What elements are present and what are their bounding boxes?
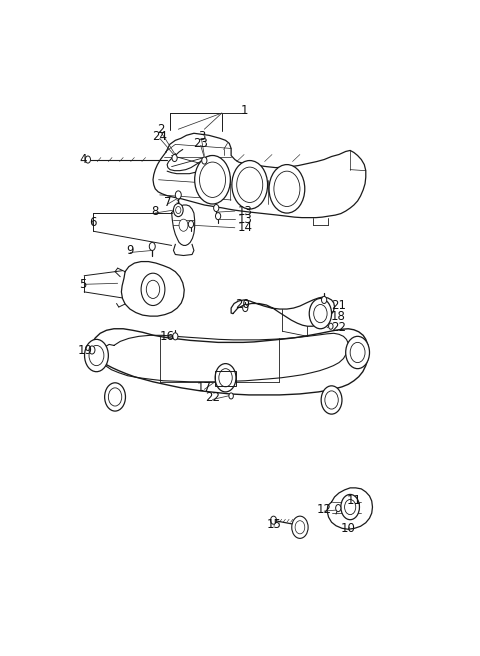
Circle shape (350, 342, 365, 363)
Text: 20: 20 (235, 298, 250, 311)
Circle shape (336, 504, 341, 512)
Text: 8: 8 (151, 205, 158, 218)
Text: 10: 10 (341, 522, 356, 535)
Circle shape (195, 155, 230, 204)
Text: 12: 12 (317, 503, 332, 516)
Text: 9: 9 (126, 244, 134, 257)
Text: 4: 4 (79, 153, 87, 166)
Circle shape (243, 304, 248, 312)
Circle shape (179, 219, 188, 232)
Circle shape (232, 161, 267, 209)
Circle shape (85, 156, 91, 163)
Text: 15: 15 (266, 518, 281, 531)
Circle shape (269, 165, 305, 213)
Text: 22: 22 (331, 321, 346, 335)
Circle shape (237, 167, 263, 203)
Circle shape (175, 191, 181, 199)
Circle shape (89, 346, 95, 354)
Circle shape (214, 205, 219, 212)
Circle shape (176, 207, 181, 214)
Circle shape (200, 162, 226, 197)
Circle shape (325, 391, 338, 409)
Text: 24: 24 (152, 130, 167, 143)
Text: 16: 16 (160, 330, 175, 343)
Circle shape (172, 155, 177, 161)
Text: 19: 19 (78, 344, 93, 357)
Text: 23: 23 (193, 137, 208, 150)
Circle shape (309, 298, 332, 329)
Circle shape (173, 333, 178, 340)
Bar (216, 371, 236, 386)
Text: 14: 14 (238, 221, 253, 234)
Text: 22: 22 (205, 392, 220, 405)
Circle shape (216, 213, 221, 220)
Circle shape (329, 323, 333, 329)
Circle shape (202, 157, 207, 164)
Text: 5: 5 (79, 277, 87, 291)
Text: 17: 17 (197, 381, 212, 394)
Circle shape (271, 516, 276, 524)
Text: 2: 2 (156, 123, 164, 136)
Text: 21: 21 (331, 298, 346, 312)
Circle shape (173, 203, 183, 216)
Circle shape (89, 346, 104, 365)
Text: 1: 1 (240, 104, 248, 117)
Circle shape (215, 363, 236, 392)
Text: 3: 3 (198, 131, 205, 143)
Circle shape (84, 339, 108, 372)
Text: 18: 18 (331, 310, 346, 323)
Circle shape (292, 516, 308, 539)
Circle shape (321, 386, 342, 414)
Circle shape (322, 297, 327, 304)
Circle shape (274, 171, 300, 207)
Circle shape (188, 220, 193, 228)
Circle shape (219, 369, 232, 387)
Text: 13: 13 (238, 213, 252, 226)
Circle shape (295, 521, 305, 534)
Circle shape (345, 499, 356, 515)
Circle shape (346, 337, 370, 369)
Text: 11: 11 (347, 494, 361, 507)
Circle shape (108, 388, 122, 406)
Circle shape (146, 280, 160, 298)
Circle shape (341, 495, 360, 520)
Text: 6: 6 (89, 216, 96, 229)
Circle shape (229, 393, 233, 399)
Text: 13: 13 (238, 205, 252, 218)
Circle shape (105, 383, 125, 411)
Text: 7: 7 (164, 196, 172, 209)
Circle shape (314, 304, 327, 323)
Circle shape (141, 273, 165, 306)
Circle shape (149, 242, 155, 251)
